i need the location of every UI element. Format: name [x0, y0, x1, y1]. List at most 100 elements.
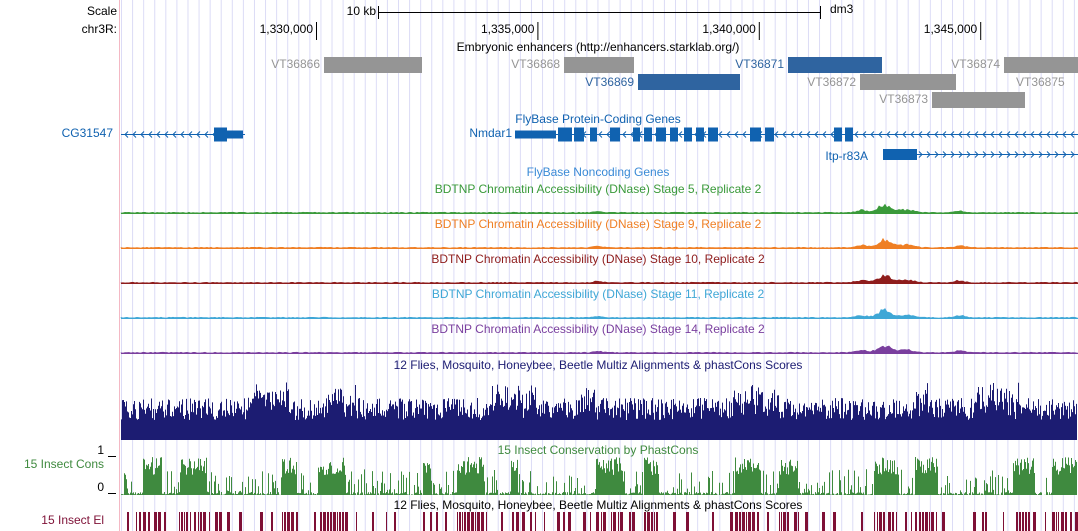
element-block: [342, 512, 344, 531]
element-block: [516, 512, 519, 531]
ruler-tick-label: 1,335,000: [481, 22, 535, 36]
strand-arrow: [782, 131, 787, 138]
element-block: [158, 512, 161, 531]
strand-arrow: [950, 131, 955, 138]
element-block: [535, 512, 536, 531]
element-block: [194, 512, 196, 531]
gene-label: CG31547: [62, 126, 114, 140]
strand-arrow: [1022, 151, 1027, 158]
element-block: [215, 512, 218, 531]
track-title: FlyBase Noncoding Genes: [527, 165, 670, 179]
assembly: dm3: [830, 2, 854, 16]
element-block: [767, 512, 769, 531]
element-block: [154, 512, 157, 531]
element-block: [620, 512, 623, 531]
exon: [883, 149, 917, 160]
exon: [515, 130, 556, 139]
element-block: [794, 512, 797, 531]
strand-arrow: [742, 131, 747, 138]
strand-arrow: [918, 131, 923, 138]
element-block: [879, 512, 882, 531]
element-block: [779, 512, 780, 531]
element-block: [544, 512, 545, 531]
element-block: [922, 512, 924, 531]
element-block: [563, 512, 565, 531]
element-block: [942, 512, 945, 531]
strand-arrow: [830, 131, 835, 138]
element-block: [1065, 512, 1067, 531]
element-block: [936, 512, 937, 531]
exon: [845, 127, 853, 142]
element-block: [1033, 512, 1036, 531]
strand-arrow: [188, 131, 193, 138]
element-block: [386, 512, 387, 531]
strand-arrow: [1030, 131, 1035, 138]
strand-arrow: [1038, 131, 1043, 138]
element-block: [874, 512, 875, 531]
element-block: [1058, 512, 1059, 531]
strand-arrow: [942, 151, 947, 158]
element-block: [284, 512, 286, 531]
element-block: [148, 512, 150, 531]
element-block: [647, 512, 650, 531]
element-block: [481, 512, 484, 531]
strand-arrow: [958, 151, 963, 158]
strand-arrow: [982, 131, 987, 138]
element-block: [746, 512, 747, 531]
element-block: [356, 512, 357, 531]
element-block: [184, 512, 185, 531]
track-title: BDTNP Chromatin Accessibility (DNase) St…: [435, 182, 762, 196]
signal: [120, 203, 1078, 214]
element-block: [203, 512, 206, 531]
element-block: [260, 512, 263, 531]
strand-arrow: [1054, 131, 1059, 138]
element-block: [911, 512, 912, 531]
exon: [214, 127, 227, 142]
element-block: [198, 512, 199, 531]
strand-arrow: [918, 151, 923, 158]
element-block: [471, 512, 474, 531]
strand-arrow: [854, 131, 859, 138]
strand-arrow: [862, 131, 867, 138]
ruler-tick-label: 1,345,000: [924, 22, 978, 36]
strand-arrow: [1062, 151, 1067, 158]
element-block: [632, 512, 635, 531]
exon: [610, 127, 620, 142]
enhancer-box: [932, 92, 1025, 108]
enhancer-label: VT36869: [585, 75, 634, 89]
element-block: [219, 512, 222, 531]
enhancer-label: VT36874: [951, 57, 1000, 71]
element-block: [644, 512, 646, 531]
strand-arrow: [180, 131, 185, 138]
strand-arrow: [806, 131, 811, 138]
exon: [708, 127, 718, 142]
strand-arrow: [958, 131, 963, 138]
enhancer-box: [638, 74, 740, 90]
element-block: [1056, 512, 1057, 531]
element-block: [781, 512, 782, 531]
element-block: [982, 512, 984, 531]
strand-arrow: [1046, 131, 1051, 138]
element-block: [656, 512, 658, 531]
track-title: 12 Flies, Mosquito, Honeybee, Beetle Mul…: [394, 498, 803, 512]
element-block: [467, 512, 470, 531]
ruler-tick-label: 1,340,000: [702, 22, 756, 36]
enhancer-label: VT36875: [1016, 75, 1065, 89]
strand-arrow: [124, 131, 129, 138]
element-block: [1028, 512, 1030, 531]
element-block: [613, 512, 616, 531]
strand-arrow: [726, 131, 731, 138]
element-block: [459, 512, 461, 531]
strand-arrow: [1054, 151, 1059, 158]
element-block: [651, 512, 653, 531]
element-block: [1075, 512, 1078, 531]
strand-arrow: [678, 131, 683, 138]
element-block: [757, 512, 759, 531]
element-block: [596, 512, 599, 531]
element-block: [883, 512, 885, 531]
strand-arrow: [798, 131, 803, 138]
gene-label: Itp-r83A: [825, 149, 868, 163]
strand-arrow: [822, 131, 827, 138]
strand-arrow: [998, 131, 1003, 138]
strand-arrow: [156, 131, 161, 138]
